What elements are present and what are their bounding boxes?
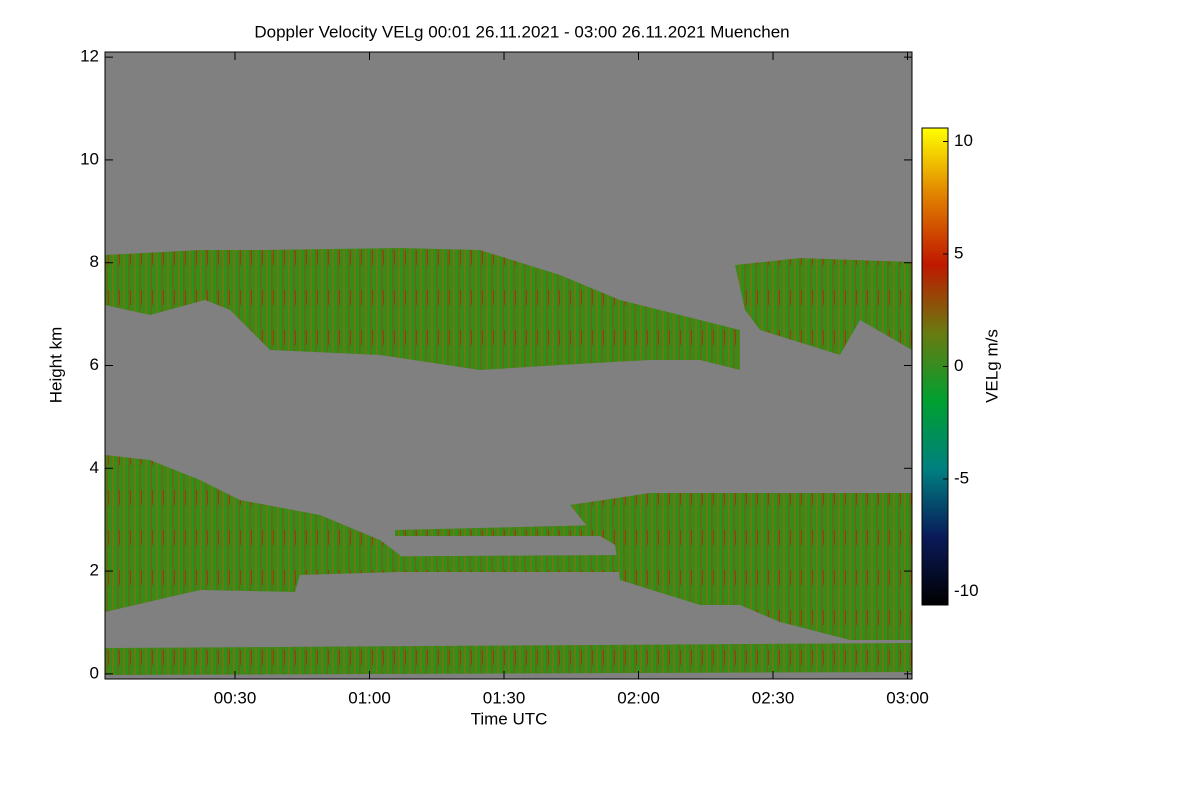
x-tick-label: 01:30 <box>483 688 526 707</box>
echo-region <box>570 493 912 640</box>
echo-regions <box>105 248 912 675</box>
colorbar-tick-label: 0 <box>954 356 963 375</box>
x-tick-label: 02:30 <box>752 688 795 707</box>
x-tick-label: 02:00 <box>617 688 660 707</box>
colorbar-tick-label: 10 <box>954 131 973 150</box>
plot-area <box>104 51 913 680</box>
y-tick-label: 12 <box>80 47 99 66</box>
y-tick-label: 8 <box>90 252 99 271</box>
y-tick-label: 2 <box>90 561 99 580</box>
colorbar-tick-label: -5 <box>954 468 969 487</box>
echo-region <box>105 455 400 612</box>
y-tick-label: 4 <box>90 458 99 477</box>
echo-region <box>105 555 620 572</box>
x-tick-label: 01:00 <box>348 688 391 707</box>
y-tick-label: 0 <box>90 663 99 682</box>
colorbar-tick-label: 5 <box>954 243 963 262</box>
colorbar-label: VELg m/s <box>982 329 1001 403</box>
y-tick-label: 6 <box>90 355 99 374</box>
chart-title: Doppler Velocity VELg 00:01 26.11.2021 -… <box>254 22 789 41</box>
y-axis-label: Height km <box>46 327 65 404</box>
colorbar-tick-label: -10 <box>954 581 979 600</box>
x-tick-label: 03:00 <box>886 688 929 707</box>
y-tick-label: 10 <box>80 149 99 168</box>
echo-region <box>395 525 600 536</box>
echo-region <box>105 643 912 675</box>
x-axis-label: Time UTC <box>471 709 548 728</box>
echo-region <box>735 258 912 355</box>
x-tick-label: 00:30 <box>214 688 257 707</box>
echo-region <box>105 248 740 370</box>
